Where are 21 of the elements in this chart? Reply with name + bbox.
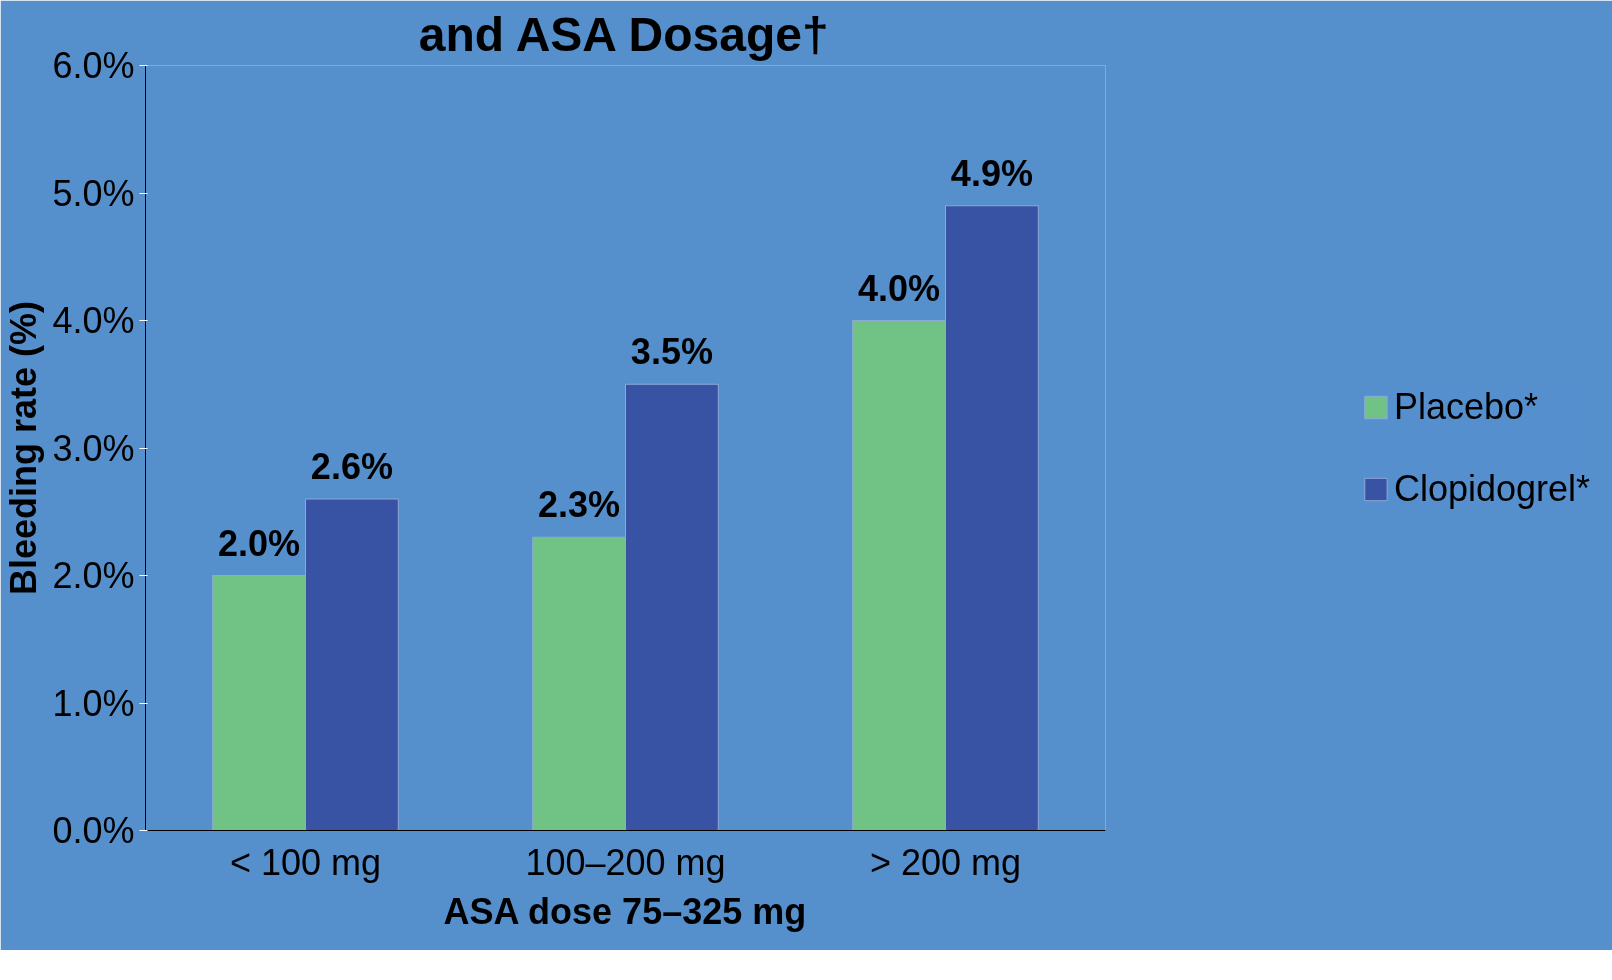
x-tick-label: 100–200 mg	[525, 841, 726, 883]
y-tick-label: 6.0%	[52, 45, 135, 86]
data-label: 3.5%	[630, 331, 713, 373]
x-tick-label: > 200 mg	[869, 841, 1022, 883]
y-tick-label: 0.0%	[52, 810, 135, 851]
chart-title: and ASA Dosage†	[418, 7, 829, 61]
x-tick-label: < 100 mg	[229, 841, 382, 883]
y-tick-label: 2.0%	[52, 555, 135, 596]
data-label: 2.6%	[310, 446, 393, 487]
y-tick-label: 5.0%	[52, 172, 135, 214]
x-axis-title: ASA dose 75–325 mg	[443, 890, 807, 932]
y-tick-label: 3.0%	[52, 427, 135, 469]
data-label: 4.0%	[858, 267, 941, 309]
data-label: 2.0%	[218, 522, 301, 564]
y-tick-label: 1.0%	[52, 682, 135, 724]
y-tick-label: 4.0%	[52, 300, 135, 341]
data-label: 2.3%	[538, 484, 621, 526]
y-axis-title: Bleeding rate (%)	[3, 300, 45, 596]
legend-label: Placebo*	[1393, 385, 1539, 428]
data-label: 4.9%	[950, 152, 1033, 194]
legend-label: Clopidogrel*	[1393, 467, 1591, 510]
